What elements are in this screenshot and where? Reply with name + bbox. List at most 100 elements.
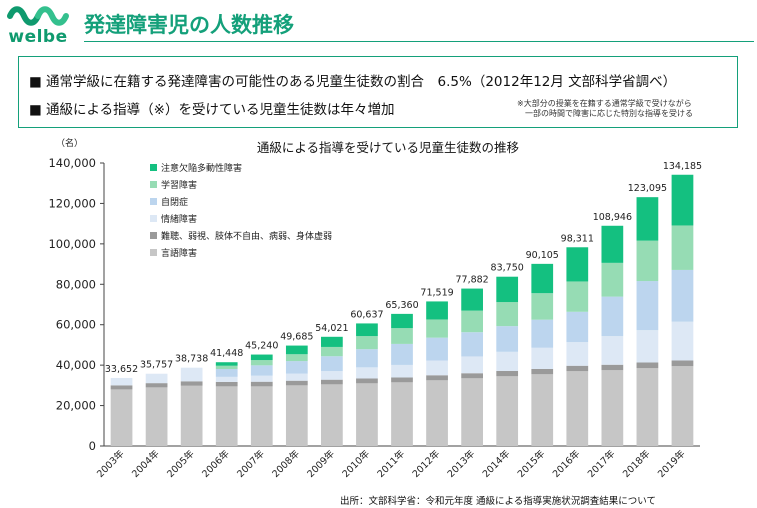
total-label: 54,021 bbox=[315, 323, 348, 334]
bar-segment-4 bbox=[496, 326, 519, 352]
bar-segment-6 bbox=[391, 313, 413, 329]
bar-segment-1 bbox=[636, 368, 659, 446]
legend-label: 情緒障害 bbox=[161, 213, 197, 225]
legend-label: 注意欠陥多動性障害 bbox=[161, 162, 242, 174]
bar-segment-2 bbox=[250, 381, 273, 387]
bar-segment-2 bbox=[531, 368, 554, 375]
total-label: 71,519 bbox=[420, 287, 453, 298]
page-title: 発達障害児の人数推移 bbox=[84, 13, 294, 37]
bar-segment-1 bbox=[566, 371, 589, 446]
bar-segment-6 bbox=[496, 276, 519, 303]
legend-swatch bbox=[150, 232, 157, 239]
footnote: ※大部分の授業を在籍する通常学級で受けながら 一部の時間で障害に応じた特別な指導… bbox=[517, 99, 693, 119]
bar-segment-3 bbox=[566, 342, 589, 366]
bar-segment-6 bbox=[426, 301, 448, 320]
legend-label: 難聴、弱視、肢体不自由、病弱、身体虚弱 bbox=[161, 230, 332, 242]
y-tick-label: 80,000 bbox=[56, 277, 96, 291]
bar-segment-4 bbox=[321, 356, 343, 372]
summary-line-increase: ■ 通級による指導（※）を受けている児童生徒数は年々増加 bbox=[29, 102, 395, 118]
logo-wave-icon bbox=[7, 6, 69, 26]
source-citation: 出所：文部科学省：令和元年度 通級による指導実施状況調査結果について bbox=[340, 496, 656, 507]
bar-segment-3 bbox=[391, 364, 413, 378]
x-tick-label: 2017年 bbox=[585, 447, 618, 480]
y-tick-label: 20,000 bbox=[56, 399, 96, 413]
bar-segment-6 bbox=[461, 288, 483, 311]
title-divider bbox=[84, 41, 754, 42]
bar-segment-1 bbox=[461, 378, 483, 446]
bar-segment-5 bbox=[426, 319, 448, 338]
bar-segment-6 bbox=[285, 345, 308, 355]
y-tick-label: 100,000 bbox=[48, 237, 96, 251]
bar-segment-6 bbox=[321, 336, 343, 347]
y-tick-label: 140,000 bbox=[48, 156, 96, 170]
welbe-logo: welbe bbox=[4, 4, 72, 48]
logo-text: welbe bbox=[8, 27, 68, 47]
bar-segment-1 bbox=[671, 366, 694, 446]
total-label: 77,882 bbox=[455, 275, 488, 286]
x-tick-label: 2011年 bbox=[375, 447, 408, 480]
legend-swatch bbox=[150, 249, 157, 256]
bar-segment-4 bbox=[426, 337, 448, 361]
bar-segment-4 bbox=[566, 311, 589, 343]
bar-segment-4 bbox=[461, 332, 483, 357]
bar-segment-4 bbox=[531, 319, 554, 348]
total-label: 90,105 bbox=[526, 250, 559, 261]
x-tick-label: 2015年 bbox=[515, 447, 548, 480]
bar-segment-4 bbox=[250, 365, 273, 376]
bar-segment-3 bbox=[356, 367, 378, 379]
bar-segment-6 bbox=[566, 247, 589, 282]
x-tick-label: 2016年 bbox=[550, 447, 583, 480]
bar-segment-6 bbox=[531, 263, 554, 294]
bar-segment-3 bbox=[636, 330, 659, 363]
bar-segment-1 bbox=[285, 385, 308, 446]
bar-segment-6 bbox=[671, 174, 694, 226]
bar-segment-1 bbox=[391, 382, 413, 446]
bar-segment-6 bbox=[215, 362, 238, 366]
bar-segment-3 bbox=[110, 377, 133, 386]
x-tick-label: 2008年 bbox=[270, 447, 303, 480]
bar-segment-5 bbox=[531, 293, 554, 320]
bar-segment-2 bbox=[566, 365, 589, 372]
bar-segment-5 bbox=[461, 310, 483, 333]
bar-segment-1 bbox=[531, 374, 554, 446]
bar-segment-2 bbox=[356, 378, 378, 384]
x-tick-label: 2003年 bbox=[94, 447, 127, 480]
bar-segment-2 bbox=[285, 380, 308, 386]
bar-segment-5 bbox=[601, 262, 624, 297]
bar-segment-3 bbox=[215, 376, 238, 382]
bar-segment-3 bbox=[426, 360, 448, 376]
total-label: 35,757 bbox=[140, 360, 173, 371]
bar-segment-1 bbox=[426, 380, 448, 446]
bar-segment-6 bbox=[636, 197, 659, 241]
bar-segment-3 bbox=[321, 371, 343, 380]
bar-segment-3 bbox=[531, 347, 554, 369]
x-tick-label: 2010年 bbox=[340, 447, 373, 480]
bar-segment-3 bbox=[461, 356, 483, 374]
chart-title: 通級による指導を受けている児童生徒数の推移 bbox=[257, 140, 519, 155]
x-tick-label: 2004年 bbox=[129, 447, 162, 480]
bar-segment-5 bbox=[215, 365, 238, 369]
total-label: 41,448 bbox=[210, 348, 243, 359]
total-label: 49,685 bbox=[280, 332, 313, 343]
x-tick-label: 2006年 bbox=[200, 447, 233, 480]
y-tick-label: 40,000 bbox=[56, 358, 96, 372]
bar-segment-3 bbox=[145, 373, 168, 384]
bar-segment-4 bbox=[636, 281, 659, 331]
x-tick-label: 2012年 bbox=[410, 447, 443, 480]
bar-segment-2 bbox=[496, 371, 519, 377]
bar-segment-1 bbox=[321, 384, 343, 446]
total-label: 83,750 bbox=[491, 263, 524, 274]
bar-segment-3 bbox=[496, 351, 519, 371]
bar-segment-1 bbox=[601, 370, 624, 446]
bar-segment-2 bbox=[215, 381, 238, 387]
total-label: 123,095 bbox=[628, 183, 667, 194]
total-label: 134,185 bbox=[663, 161, 702, 172]
x-tick-label: 2007年 bbox=[235, 447, 268, 480]
x-tick-label: 2014年 bbox=[480, 447, 513, 480]
bar-segment-1 bbox=[145, 387, 168, 446]
total-label: 33,652 bbox=[105, 364, 138, 375]
bar-segment-1 bbox=[180, 385, 203, 446]
bar-segment-5 bbox=[285, 354, 308, 362]
legend-swatch bbox=[150, 198, 157, 205]
bar-segment-4 bbox=[671, 269, 694, 322]
